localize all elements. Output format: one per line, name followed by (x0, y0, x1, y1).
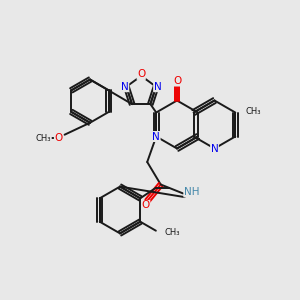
Text: CH₃: CH₃ (164, 228, 180, 237)
Text: O: O (142, 200, 150, 211)
Text: N: N (152, 131, 160, 142)
Text: CH₃: CH₃ (36, 134, 51, 143)
Text: CH₃: CH₃ (246, 106, 261, 116)
Text: O: O (137, 69, 145, 80)
Text: O: O (173, 76, 181, 86)
Text: N: N (211, 143, 218, 154)
Text: NH: NH (184, 187, 200, 197)
Text: N: N (154, 82, 161, 92)
Text: O: O (54, 133, 63, 143)
Text: N: N (121, 82, 129, 92)
